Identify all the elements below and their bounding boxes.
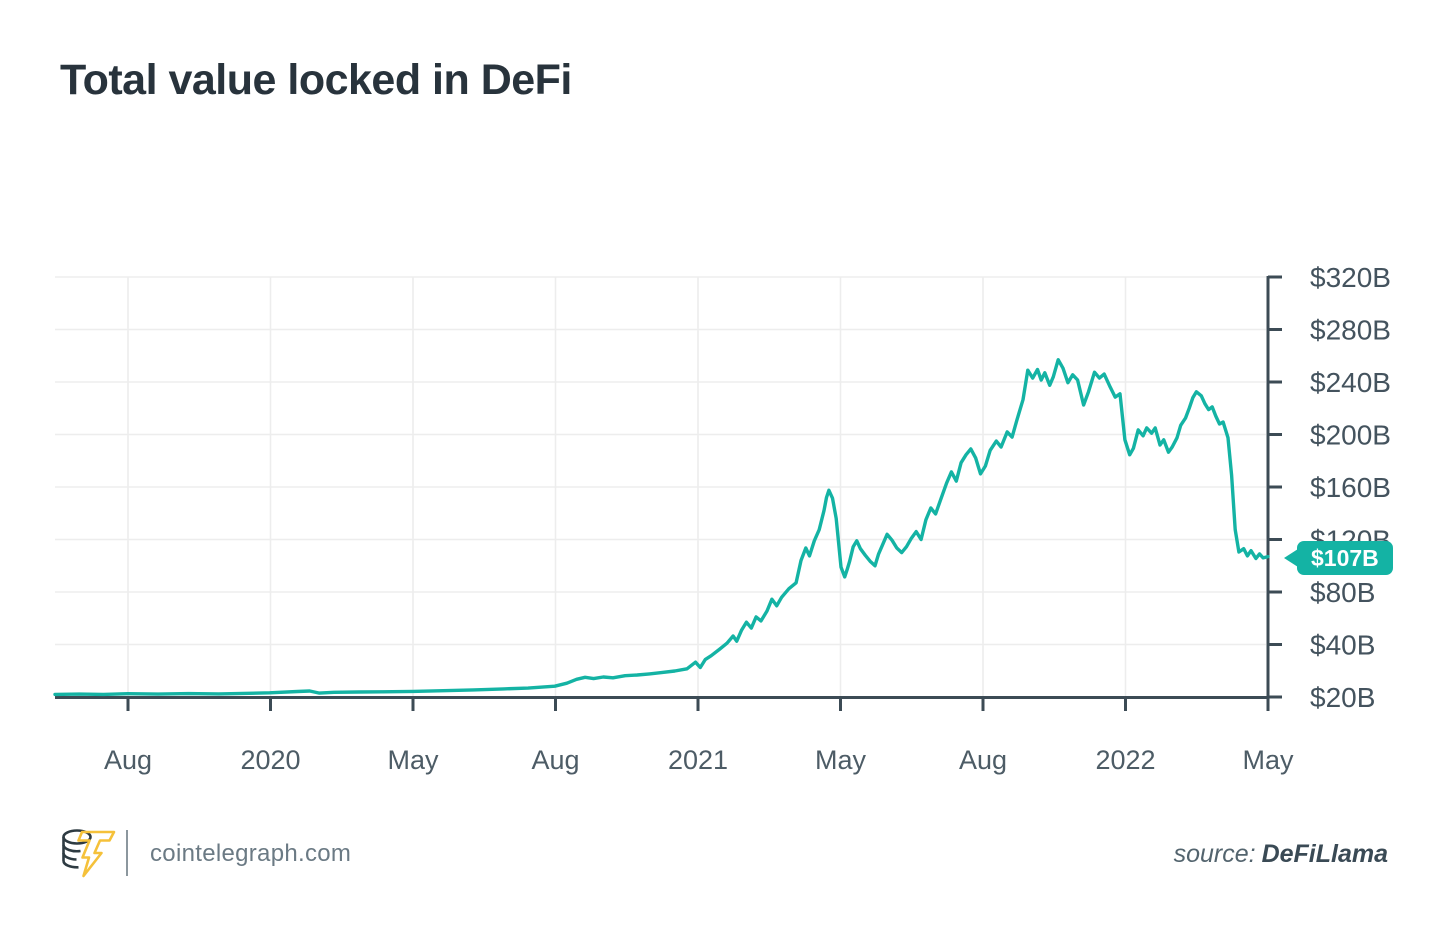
x-tick-label: May xyxy=(387,745,439,775)
current-value-badge: $107B xyxy=(1284,541,1393,575)
footer: cointelegraph.com source: DeFiLlama xyxy=(0,818,1450,898)
site-label: cointelegraph.com xyxy=(150,840,352,867)
tvl-line xyxy=(53,358,1270,697)
y-tick-label: $80B xyxy=(1310,577,1375,608)
coin-stack-icon xyxy=(62,829,92,869)
x-tick-label: Aug xyxy=(104,745,152,775)
x-tick-label: May xyxy=(1242,745,1294,775)
x-tick-label: Aug xyxy=(959,745,1007,775)
x-tick-label: 2022 xyxy=(1095,745,1155,775)
y-tick-label: $280B xyxy=(1310,315,1391,346)
y-tick-label: $40B xyxy=(1310,630,1375,661)
y-tick-label: $200B xyxy=(1310,420,1391,451)
y-tick-label: $20B xyxy=(1310,682,1375,713)
y-tick-label: $160B xyxy=(1310,472,1391,503)
footer-divider xyxy=(126,830,128,876)
source-prefix: source: xyxy=(1173,840,1256,868)
source-label: source: DeFiLlama xyxy=(1174,840,1388,869)
x-tick-label: 2020 xyxy=(240,745,300,775)
lightning-bolt-icon xyxy=(77,830,116,878)
cointelegraph-logo xyxy=(62,829,116,878)
y-tick-label: $320B xyxy=(1310,262,1391,293)
x-tick-label: 2021 xyxy=(668,745,728,775)
x-tick-label: May xyxy=(815,745,867,775)
tvl-line-chart: $320B$280B$240B$200B$160B$120B$80B$40B$2… xyxy=(53,262,1391,775)
y-tick-label: $240B xyxy=(1310,367,1391,398)
x-tick-label: Aug xyxy=(531,745,579,775)
page-title: Total value locked in DeFi xyxy=(60,56,572,104)
source-name: DeFiLlama xyxy=(1261,840,1388,868)
